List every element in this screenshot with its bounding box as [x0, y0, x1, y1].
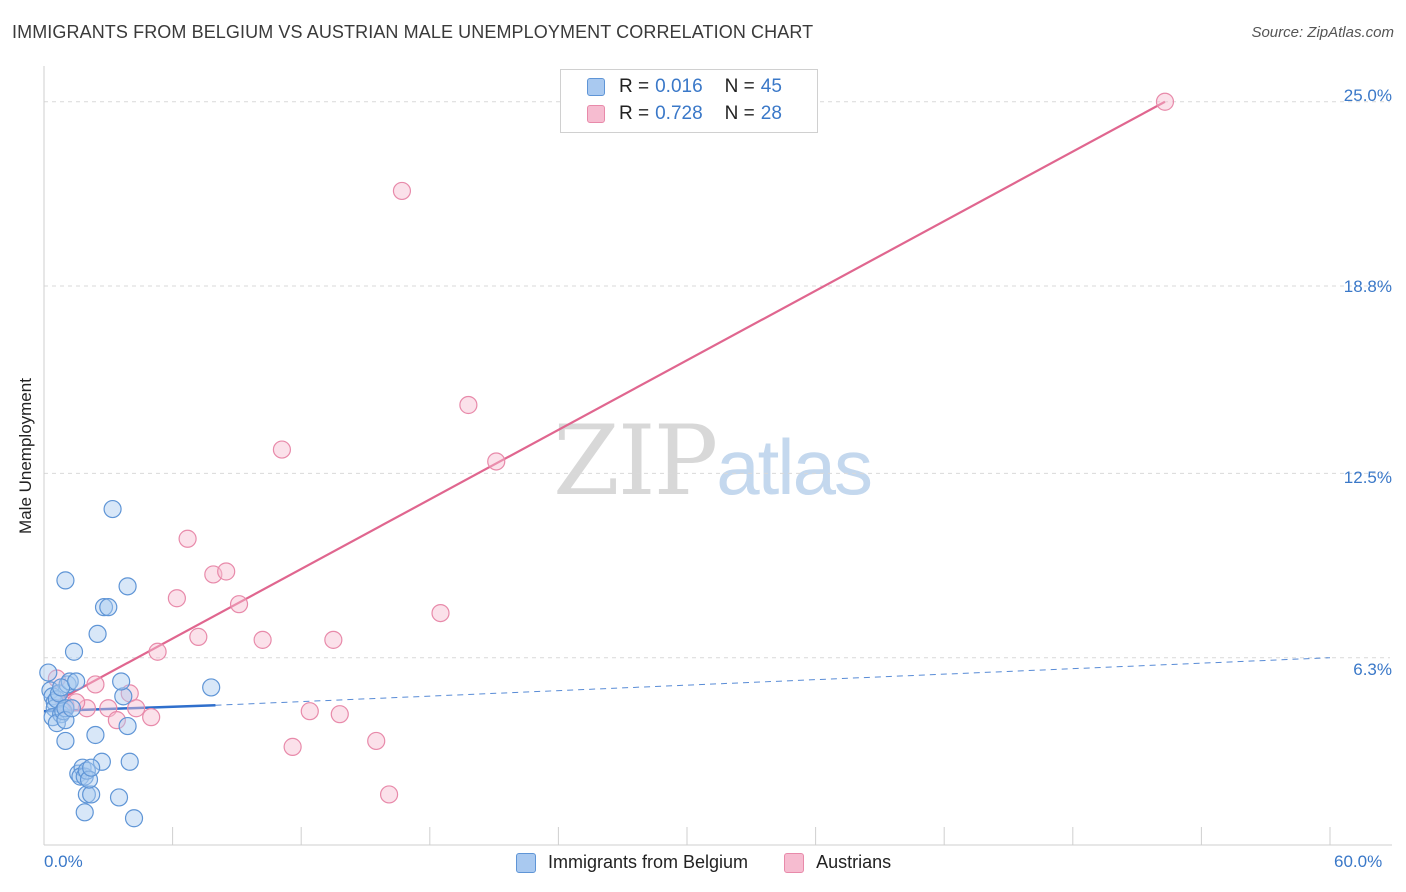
belgium-point — [202, 678, 221, 697]
series-legend: Immigrants from Belgium Austrians — [516, 852, 927, 873]
belgium-point — [67, 672, 86, 691]
belgium-point — [77, 785, 96, 804]
austrians-point — [229, 595, 249, 614]
legend-swatch-blue — [516, 852, 536, 873]
legend-r-value: 0.016 — [655, 76, 703, 97]
austrians-point — [283, 737, 302, 756]
x-tick-label-min: 0.0% — [44, 852, 83, 871]
legend-row-austrians: R = 0.728 N = 28 — [587, 102, 782, 126]
belgium-point — [92, 752, 111, 771]
belgium-point — [112, 672, 131, 691]
belgium-point — [62, 699, 81, 718]
austrians-point — [253, 630, 272, 649]
source-label: Source: ZipAtlas.com — [1251, 24, 1394, 41]
x-tick-label-max: 60.0% — [1334, 852, 1383, 871]
legend-label-belgium: Immigrants from Belgium — [548, 852, 749, 872]
austrians-point — [86, 675, 105, 694]
austrians-point — [272, 440, 292, 459]
belgium-point — [124, 809, 144, 828]
legend-swatch-pink — [784, 852, 805, 873]
austrians-point — [431, 603, 450, 623]
belgium-point — [103, 499, 122, 519]
austrians-point — [379, 785, 399, 804]
chart-title: IMMIGRANTS FROM BELGIUM VS AUSTRIAN MALE… — [12, 22, 814, 42]
watermark-zip: ZIP — [553, 405, 718, 517]
austrians-point — [392, 181, 412, 201]
watermark-atlas: atlas — [716, 423, 873, 511]
austrians-point — [189, 627, 208, 646]
belgium-point — [75, 803, 94, 822]
legend-row-belgium: R = 0.016 N = 45 — [587, 75, 782, 99]
legend-swatch-pink — [587, 105, 605, 123]
legend-n-value: 45 — [760, 76, 782, 97]
y-tick-label: 25.0% — [1343, 86, 1392, 105]
legend-n-label: N = — [724, 103, 755, 124]
belgium-point — [120, 752, 139, 771]
belgium-point — [56, 571, 75, 590]
austrians-point — [142, 708, 161, 727]
austrians-point — [459, 395, 478, 415]
y-tick-label: 6.3% — [1353, 660, 1392, 679]
y-axis-label: Male Unemployment — [16, 378, 35, 534]
belgium-point — [86, 725, 105, 745]
legend-swatch-blue — [587, 78, 605, 96]
belgium-point — [64, 642, 84, 661]
austrians-trend-line — [54, 100, 1166, 704]
belgium-point — [82, 785, 101, 804]
belgium-point — [82, 758, 101, 777]
austrians-point — [107, 711, 126, 730]
austrians-point — [324, 630, 343, 649]
belgium-point — [39, 663, 58, 682]
austrians-point — [367, 731, 386, 751]
austrians-point — [300, 702, 319, 721]
legend-item-austrians[interactable]: Austrians — [784, 852, 891, 873]
y-tick-label: 12.5% — [1343, 468, 1392, 487]
austrians-points — [47, 92, 1175, 804]
austrians-point — [148, 642, 167, 661]
trend-lines — [43, 100, 1331, 713]
axes — [43, 66, 1392, 846]
belgium-point — [118, 577, 137, 596]
legend-n-value: 28 — [760, 103, 782, 124]
belgium-point — [118, 716, 137, 736]
legend-r-label: R = — [619, 76, 650, 97]
legend-r-value: 0.728 — [655, 103, 703, 124]
watermark: ZIPatlas — [553, 405, 873, 517]
belgium-point — [114, 687, 133, 706]
y-tick-label: 18.8% — [1343, 277, 1392, 296]
legend-n-label: N = — [724, 76, 755, 97]
belgium-point — [88, 624, 107, 644]
austrians-point — [1155, 92, 1175, 111]
belgium-trend-extension — [215, 657, 1331, 706]
belgium-point — [94, 598, 114, 617]
austrians-point — [217, 562, 236, 581]
austrians-point — [127, 699, 146, 718]
austrians-point — [167, 589, 186, 608]
belgium-point — [109, 788, 129, 807]
belgium-points — [39, 499, 221, 828]
austrians-point — [330, 705, 349, 724]
belgium-point — [56, 731, 75, 751]
belgium-point — [99, 598, 118, 617]
austrians-point — [487, 452, 506, 471]
legend-r-label: R = — [619, 103, 650, 124]
legend-item-belgium[interactable]: Immigrants from Belgium — [516, 852, 748, 873]
austrians-point — [178, 529, 197, 548]
austrians-point — [77, 699, 96, 718]
legend-label-austrians: Austrians — [816, 852, 892, 872]
correlation-legend: R = 0.016 N = 45 R = 0.728 N = 28 — [560, 69, 818, 133]
grid-lines — [44, 101, 1390, 659]
